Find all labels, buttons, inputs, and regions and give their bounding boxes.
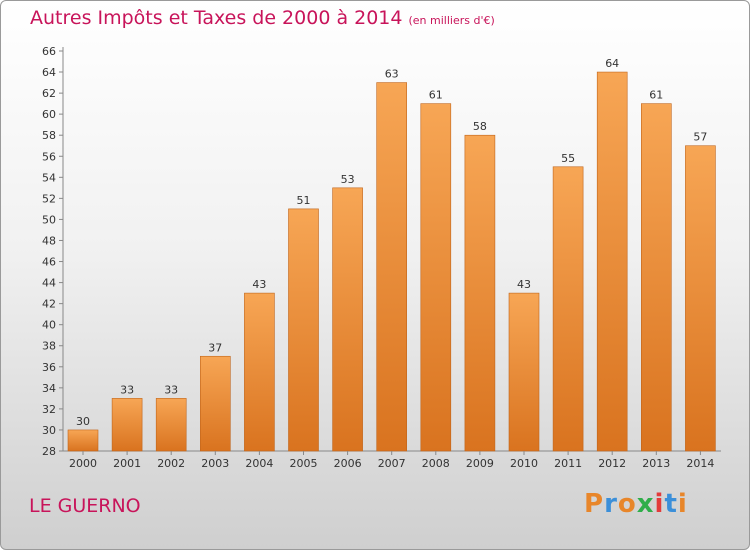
bar: [288, 208, 319, 452]
brand-logo: Proxiti: [584, 489, 688, 519]
y-tick-label: 58: [42, 129, 56, 142]
bar: [508, 292, 540, 452]
y-tick-label: 42: [42, 298, 56, 311]
bar-value-label: 61: [649, 89, 663, 102]
bar-value-label: 57: [693, 131, 707, 144]
bar-value-label: 58: [473, 120, 487, 133]
bar: [111, 398, 143, 452]
bar-value-label: 61: [429, 89, 443, 102]
x-tick-label: 2007: [378, 457, 406, 470]
chart-title: Autres Impôts et Taxes de 2000 à 2014 (en…: [30, 7, 495, 29]
x-tick-label: 2009: [466, 457, 494, 470]
y-tick-label: 36: [42, 361, 56, 374]
bar-value-label: 37: [208, 341, 222, 354]
bar: [685, 145, 716, 452]
y-tick-label: 56: [42, 150, 56, 163]
y-tick-label: 66: [42, 45, 56, 58]
bar: [200, 355, 231, 452]
bar-value-label: 55: [561, 152, 575, 165]
bar: [332, 187, 363, 452]
brand-logo-letter: i: [654, 489, 665, 519]
brand-logo-letter: o: [617, 489, 637, 519]
y-tick-label: 62: [42, 87, 56, 100]
y-tick-label: 60: [42, 108, 56, 121]
y-tick-label: 64: [42, 66, 56, 79]
y-tick-label: 32: [42, 403, 56, 416]
y-tick-label: 28: [42, 445, 56, 458]
x-tick-label: 2013: [642, 457, 670, 470]
x-tick-label: 2012: [598, 457, 626, 470]
brand-logo-letter: r: [604, 489, 618, 519]
x-tick-label: 2002: [157, 457, 185, 470]
x-tick-label: 2006: [334, 457, 362, 470]
y-tick-label: 34: [42, 382, 56, 395]
x-tick-label: 2000: [69, 457, 97, 470]
y-tick-label: 54: [42, 171, 56, 184]
brand-logo-letter: t: [664, 489, 678, 519]
bar-value-label: 43: [517, 278, 531, 291]
bar: [420, 103, 452, 452]
bar: [552, 166, 584, 452]
bar-value-label: 33: [120, 383, 134, 396]
chart-subtitle: (en milliers d'€): [408, 14, 495, 27]
x-tick-label: 2003: [201, 457, 229, 470]
y-tick-label: 52: [42, 192, 56, 205]
chart-title-text: Autres Impôts et Taxes de 2000 à 2014: [30, 7, 403, 29]
place-name: LE GUERNO: [29, 495, 141, 517]
y-tick-label: 44: [42, 277, 56, 290]
bar: [67, 429, 99, 452]
bar: [464, 134, 496, 452]
bar-value-label: 43: [252, 278, 266, 291]
brand-logo-letter: x: [636, 489, 655, 519]
x-tick-label: 2011: [554, 457, 582, 470]
x-tick-label: 2005: [290, 457, 318, 470]
bar-value-label: 33: [164, 383, 178, 396]
x-tick-label: 2014: [686, 457, 714, 470]
x-tick-label: 2001: [113, 457, 141, 470]
y-tick-label: 50: [42, 213, 56, 226]
y-tick-label: 30: [42, 424, 56, 437]
y-tick-label: 46: [42, 256, 56, 269]
bar: [640, 103, 672, 452]
brand-logo-letter: i: [677, 489, 688, 519]
x-tick-label: 2010: [510, 457, 538, 470]
bar-value-label: 30: [76, 415, 90, 428]
bar-value-label: 63: [385, 68, 399, 81]
bar: [376, 82, 408, 452]
y-tick-label: 40: [42, 319, 56, 332]
bar-value-label: 51: [297, 194, 311, 207]
x-tick-label: 2008: [422, 457, 450, 470]
brand-logo-letter: P: [584, 489, 605, 519]
y-tick-label: 38: [42, 340, 56, 353]
bar: [596, 71, 628, 452]
bar: [155, 398, 187, 452]
bar: [244, 292, 275, 452]
y-tick-label: 48: [42, 234, 56, 247]
bar-value-label: 53: [341, 173, 355, 186]
bar-value-label: 64: [605, 57, 619, 70]
x-tick-label: 2004: [245, 457, 273, 470]
